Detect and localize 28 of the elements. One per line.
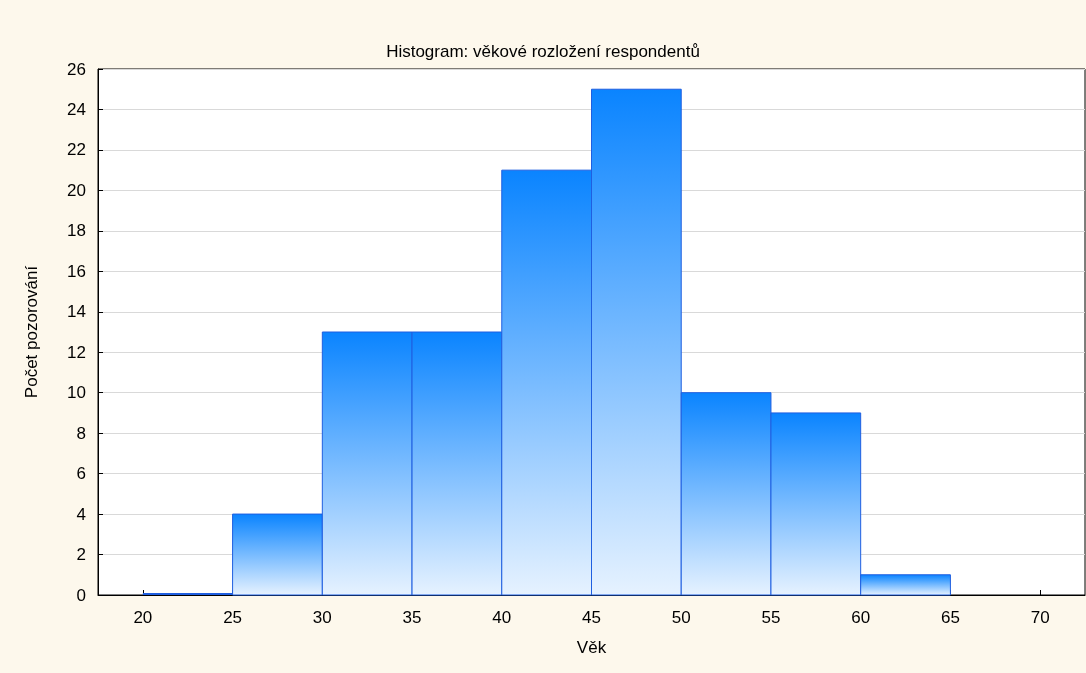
x-tick-label: 40 — [492, 608, 512, 627]
x-tick-label: 55 — [761, 608, 781, 627]
y-tick-label: 0 — [76, 585, 86, 605]
x-tick-label: 45 — [582, 608, 601, 627]
x-axis-title: Věk — [576, 638, 607, 657]
y-tick-label: 20 — [67, 180, 86, 200]
y-tick-label: 18 — [67, 221, 86, 241]
chart-title: Histogram: věkové rozložení respondentů — [386, 42, 700, 61]
y-tick-label: 10 — [67, 383, 86, 403]
y-axis-title: Počet pozorování — [22, 265, 41, 399]
x-tick-label: 35 — [402, 608, 422, 627]
x-tick-label: 25 — [223, 608, 243, 627]
x-tick-label: 50 — [671, 608, 691, 627]
y-tick-label: 14 — [67, 302, 86, 322]
y-tick-label: 12 — [67, 342, 86, 362]
y-tick-label: 6 — [76, 464, 86, 484]
y-tick-label: 2 — [76, 545, 86, 565]
x-tick-label: 70 — [1030, 608, 1050, 627]
y-tick-label: 16 — [67, 261, 86, 281]
y-tick-label: 26 — [67, 59, 86, 79]
x-tick-label: 20 — [133, 608, 153, 627]
x-tick-label: 30 — [312, 608, 332, 627]
y-tick-label: 8 — [76, 423, 86, 443]
y-tick-label: 22 — [67, 140, 86, 160]
y-tick-label: 24 — [67, 99, 86, 119]
y-tick-label: 4 — [76, 504, 86, 524]
x-tick-label: 60 — [851, 608, 871, 627]
x-tick-label: 65 — [940, 608, 960, 627]
